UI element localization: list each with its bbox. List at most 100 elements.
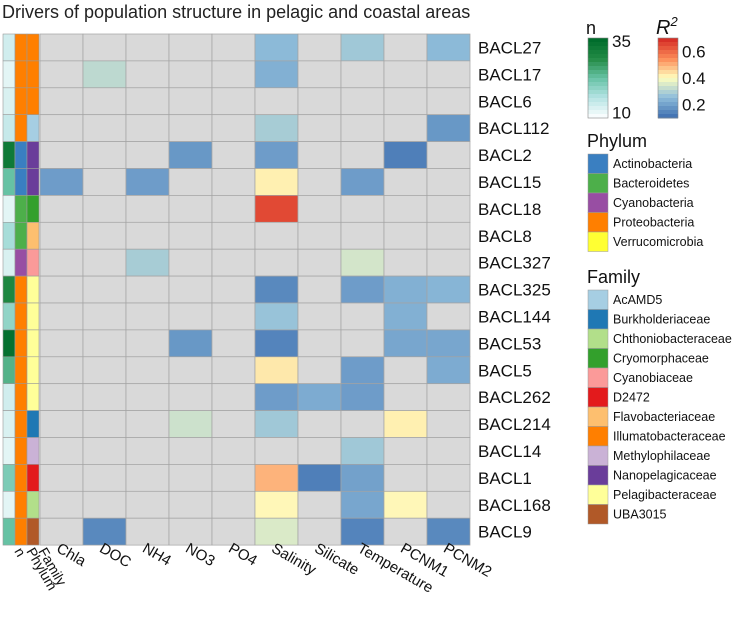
heatmap-cell xyxy=(125,168,170,196)
heatmap-cell xyxy=(39,383,84,411)
heatmap-cell xyxy=(39,517,84,546)
heatmap-cell xyxy=(383,195,428,223)
family-cell xyxy=(26,464,40,492)
heatmap-cell xyxy=(39,437,84,465)
column-label: Silicate xyxy=(312,540,362,579)
n-legend-swatch xyxy=(588,106,608,111)
heatmap-cell xyxy=(125,490,170,519)
heatmap-cell xyxy=(168,275,213,304)
phylum-cell xyxy=(14,302,28,331)
heatmap-cell xyxy=(426,141,471,169)
heatmap-cell xyxy=(211,464,256,492)
heatmap-cell xyxy=(168,302,213,331)
heatmap-cell xyxy=(82,114,127,142)
heatmap-cell xyxy=(125,33,170,62)
heatmap-cell xyxy=(168,248,213,277)
heatmap-cell xyxy=(82,87,127,116)
heatmap-cell xyxy=(297,195,342,223)
family-legend-label: UBA3015 xyxy=(613,508,667,522)
heatmap-cell xyxy=(254,114,299,142)
heatmap-cell xyxy=(254,517,299,546)
family-cell xyxy=(26,60,40,89)
phylum-legend-title: Phylum xyxy=(587,131,647,151)
n-cell xyxy=(2,275,16,304)
heatmap-cell xyxy=(426,490,471,519)
column-label: Salinity xyxy=(269,540,320,579)
heatmap-cell xyxy=(168,87,213,116)
heatmap-cell xyxy=(383,248,428,277)
family-legend-swatch xyxy=(587,426,609,447)
heatmap-cell xyxy=(211,195,256,223)
family-legend-label: AcAMD5 xyxy=(613,293,662,307)
heatmap-cell xyxy=(125,437,170,465)
r2-legend-swatch xyxy=(658,62,678,67)
heatmap-cell xyxy=(39,195,84,223)
heatmap-cell xyxy=(211,437,256,465)
heatmap-cell xyxy=(125,302,170,331)
n-legend-title: n xyxy=(586,18,596,38)
heatmap-cell xyxy=(383,87,428,116)
heatmap-cell xyxy=(82,383,127,411)
r2-legend-swatch xyxy=(658,94,678,99)
phylum-legend-label: Actinobacteria xyxy=(613,157,692,171)
heatmap-cell xyxy=(82,33,127,62)
n-cell xyxy=(2,248,16,277)
family-legend-label: D2472 xyxy=(613,391,650,405)
heatmap-cell xyxy=(168,141,213,169)
n-legend-swatch xyxy=(588,90,608,95)
phylum-cell xyxy=(14,464,28,492)
phylum-legend-swatch xyxy=(587,153,609,174)
r2-legend-swatch xyxy=(658,82,678,87)
n-legend-swatch xyxy=(588,46,608,51)
r2-legend-frame xyxy=(657,37,679,119)
heatmap-cell xyxy=(168,168,213,196)
heatmap-cell xyxy=(211,383,256,411)
heatmap-cell xyxy=(82,517,127,546)
family-legend-label: Flavobacteriaceae xyxy=(613,410,715,424)
n-cell xyxy=(2,141,16,169)
heatmap-cell xyxy=(254,383,299,411)
family-legend-label: Cyanobiaceae xyxy=(613,371,693,385)
heatmap-cell xyxy=(82,410,127,438)
heatmap-cell xyxy=(254,302,299,331)
heatmap-cell xyxy=(426,464,471,492)
n-cell xyxy=(2,195,16,223)
heatmap-cell xyxy=(340,329,385,358)
r2-legend-swatch xyxy=(658,50,678,55)
n-legend-swatch xyxy=(588,66,608,71)
heatmap-cell xyxy=(340,275,385,304)
family-legend-swatch xyxy=(587,289,609,310)
row-label: BACL15 xyxy=(478,173,541,192)
heatmap-cell xyxy=(168,356,213,385)
family-legend-swatch xyxy=(587,445,609,466)
heatmap-cell xyxy=(39,464,84,492)
heatmap-cell xyxy=(426,383,471,411)
family-cell xyxy=(26,87,40,116)
heatmap-cell xyxy=(297,490,342,519)
r2-legend-title-superscript: 2 xyxy=(669,14,678,29)
family-legend-swatch xyxy=(587,406,609,427)
phylum-cell xyxy=(14,114,28,142)
n-cell xyxy=(2,114,16,142)
n-legend-tick: 10 xyxy=(612,103,631,122)
heatmap-cell xyxy=(254,141,299,169)
heatmap-cell xyxy=(39,221,84,250)
heatmap-cell xyxy=(82,248,127,277)
heatmap-cell xyxy=(340,33,385,62)
heatmap-cell xyxy=(254,329,299,358)
heatmap-cell xyxy=(211,60,256,89)
row-label: BACL53 xyxy=(478,334,541,353)
phylum-legend-swatch xyxy=(587,192,609,213)
heatmap-cell xyxy=(82,356,127,385)
heatmap-cell xyxy=(211,114,256,142)
heatmap-cell xyxy=(168,114,213,142)
family-cell xyxy=(26,248,40,277)
heatmap-cell xyxy=(168,410,213,438)
chart-title: Drivers of population structure in pelag… xyxy=(2,2,470,22)
heatmap-cell xyxy=(383,437,428,465)
n-legend-swatch xyxy=(588,94,608,99)
heatmap-cell xyxy=(82,275,127,304)
n-legend-swatch xyxy=(588,114,608,119)
family-cell xyxy=(26,383,40,411)
